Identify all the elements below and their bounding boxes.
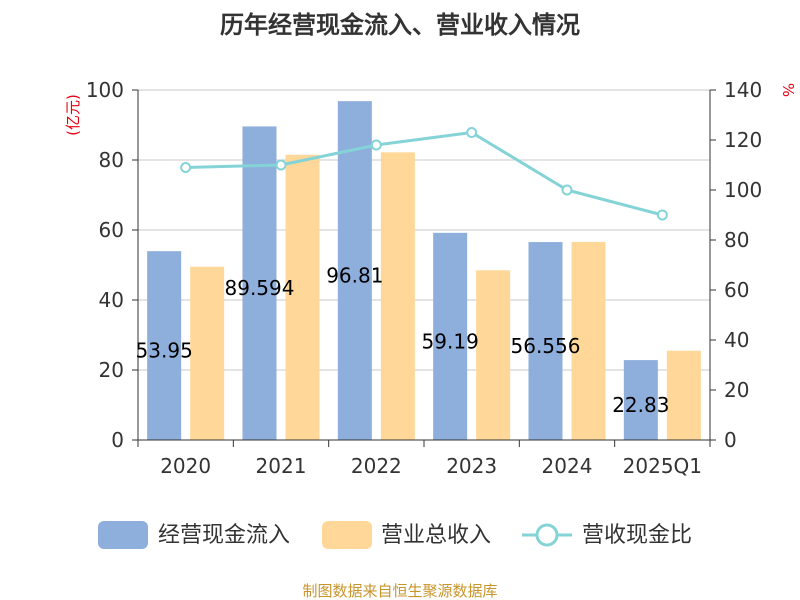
bar-revenue [190, 266, 225, 440]
x-tick-label: 2022 [351, 454, 402, 478]
data-label-cash-inflow: 56.556 [511, 334, 581, 358]
point-ratio [370, 139, 382, 151]
bars [147, 101, 701, 441]
y-left-tick-label: 100 [86, 78, 124, 102]
y-right-tick-label: 0 [724, 428, 737, 452]
data-label-cash-inflow: 59.19 [422, 329, 479, 353]
x-tick-label: 2021 [256, 454, 307, 478]
line-series [180, 127, 668, 221]
y-right-tick-label: 120 [724, 128, 762, 152]
bar-revenue [666, 350, 701, 440]
legend-label-cash-inflow: 经营现金流入 [158, 523, 290, 548]
bar-revenue [285, 154, 320, 440]
legend-swatch-cash-inflow [98, 521, 148, 549]
legend: 经营现金流入 营业总收入 营收现金比 [98, 521, 692, 549]
x-tick-label: 2025Q1 [623, 454, 702, 478]
point-ratio [561, 184, 573, 196]
y-right-tick-label: 140 [724, 78, 762, 102]
bar-revenue [380, 152, 415, 441]
data-label-cash-inflow: 89.594 [225, 276, 295, 300]
legend-swatch-revenue [322, 521, 372, 549]
y-right-tick-label: 100 [724, 178, 762, 202]
bar-revenue [476, 270, 511, 440]
x-tick-label: 2020 [160, 454, 211, 478]
x-tick-label: 2024 [542, 454, 593, 478]
y-right-tick-label: 80 [724, 228, 749, 252]
bar-cash-inflow [433, 232, 468, 440]
chart-title: 历年经营现金流入、营业收入情况 [220, 11, 580, 39]
bar-cash-inflow [623, 360, 658, 440]
y-left-tick-label: 0 [111, 428, 124, 452]
legend-label-ratio: 营收现金比 [582, 523, 692, 548]
point-ratio [275, 159, 287, 171]
point-ratio [180, 162, 192, 173]
bar-cash-inflow [337, 101, 372, 440]
y-right-tick-label: 40 [724, 328, 749, 352]
legend-marker-ratio [535, 523, 559, 547]
y-left-unit: (亿元) [64, 94, 82, 136]
y-left-tick-label: 20 [99, 358, 124, 382]
source-note: 制图数据来自恒生聚源数据库 [302, 582, 497, 600]
bar-revenue [571, 241, 606, 440]
point-ratio [656, 209, 668, 221]
data-label-cash-inflow: 22.83 [612, 393, 669, 417]
bar-cash-inflow [528, 242, 563, 440]
data-labels: 53.95 89.594 96.81 59.19 56.556 22.83 [136, 264, 670, 417]
y-left-tick-label: 80 [99, 148, 124, 172]
bar-cash-inflow [147, 251, 182, 440]
x-tick-label: 2023 [446, 454, 497, 478]
y-right-tick-label: 20 [724, 378, 749, 402]
data-label-cash-inflow: 96.81 [326, 264, 383, 288]
y-right-tick-label: 60 [724, 278, 749, 302]
legend-label-revenue: 营业总收入 [381, 523, 491, 548]
point-ratio [466, 127, 478, 138]
y-right-unit: % [779, 83, 797, 97]
axes: 0 20 40 60 80 100 0 20 40 60 80 100 120 140 2020 2021 20… [86, 78, 762, 478]
line-ratio [185, 131, 663, 217]
grid [138, 89, 710, 371]
y-left-tick-label: 60 [99, 218, 124, 242]
y-left-tick-label: 40 [99, 288, 124, 312]
data-label-cash-inflow: 53.95 [136, 339, 193, 363]
bar-cash-inflow [242, 126, 277, 440]
